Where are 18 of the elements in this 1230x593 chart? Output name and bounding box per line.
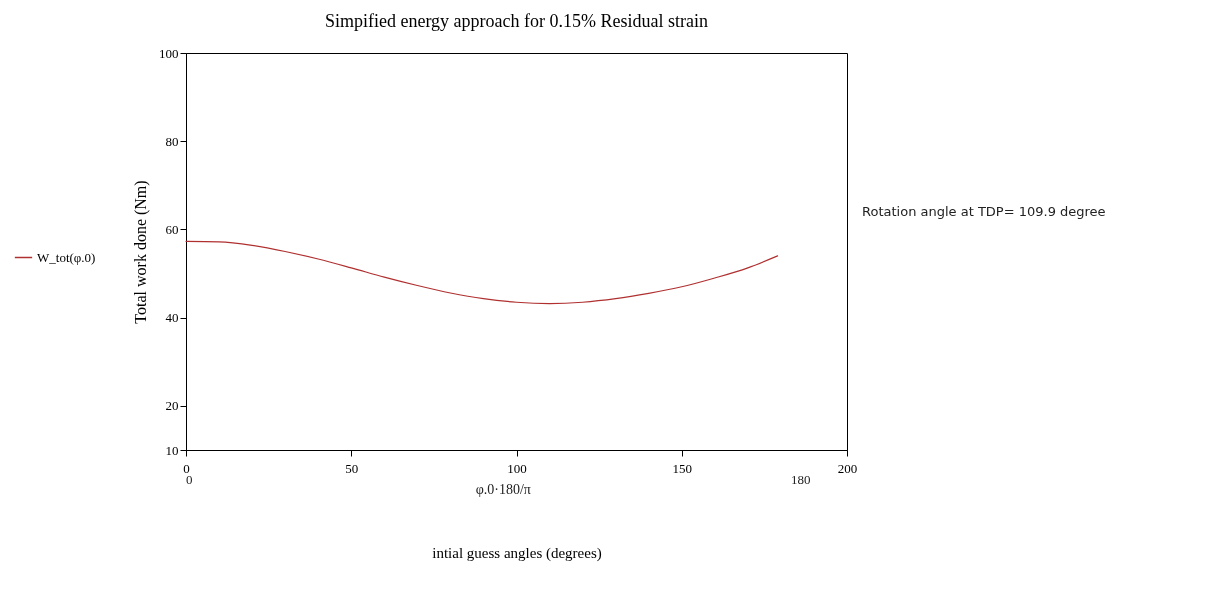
y-tick-label: 20 xyxy=(165,398,179,414)
x-tick-label: 100 xyxy=(507,460,527,476)
y-tick-label: 40 xyxy=(165,310,179,326)
y-axis-title: Total work done (Nm) xyxy=(132,180,150,324)
y-tick-label: 10 xyxy=(165,442,179,458)
x-axis-title: intial guess angles (degrees) xyxy=(432,544,602,562)
text: 180 xyxy=(790,472,811,487)
text: Rotation angle at TDP= 109.9 degree xyxy=(862,203,1106,219)
x-tick-label: 200 xyxy=(837,460,858,476)
chart-title: Simpified energy approach for 0.15% Residual strain xyxy=(324,11,709,31)
line-series xyxy=(185,240,779,305)
text: φ.0·180/π xyxy=(475,482,531,497)
x-tick-label: 150 xyxy=(672,460,692,476)
y-tick-label: 100 xyxy=(159,45,179,61)
y-tick-label: 80 xyxy=(165,133,179,149)
y-tick-label: 60 xyxy=(165,221,179,237)
legend-label: W_tot(φ.0) xyxy=(37,249,96,265)
x-tick-label: 50 xyxy=(345,460,359,476)
